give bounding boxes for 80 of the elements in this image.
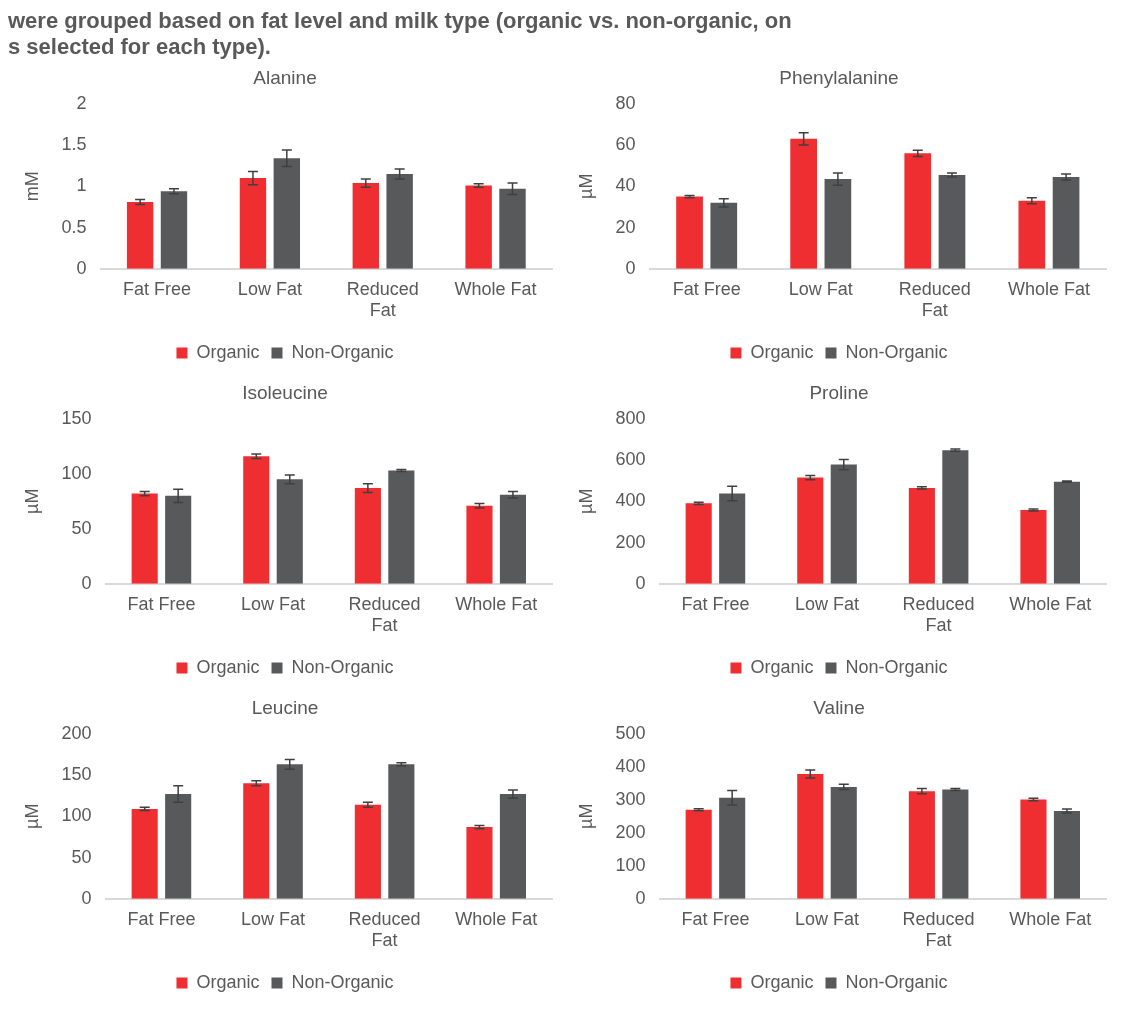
x-tick-label: Fat Free — [127, 908, 196, 929]
text: s selected for each type). — [8, 34, 272, 60]
y-tick-label: 2 — [76, 92, 87, 113]
y-tick-label: 100 — [61, 805, 92, 826]
x-tick-label: Fat Free — [681, 908, 750, 929]
legend-label: Organic — [750, 971, 814, 992]
y-tick-label: 50 — [71, 517, 92, 538]
y-axis-title: µM — [575, 488, 596, 514]
x-tick-label: Whole Fat — [1009, 593, 1092, 614]
y-tick-label: 100 — [615, 854, 646, 875]
y-tick-label: 0 — [76, 257, 87, 278]
chart-title: Valine — [813, 696, 865, 718]
y-tick-label: 600 — [615, 449, 646, 470]
legend-label: Non-Organic — [291, 341, 394, 362]
y-tick-label: 200 — [615, 821, 646, 842]
legend-label: Non-Organic — [291, 656, 394, 677]
y-tick-label: 0 — [81, 572, 92, 593]
x-tick-label: Low Fat — [241, 908, 306, 929]
legend-label: Non-Organic — [845, 656, 948, 677]
chart-title: Isoleucine — [242, 381, 328, 403]
y-tick-label: 40 — [615, 175, 636, 196]
y-axis-title: µM — [21, 488, 42, 514]
y-axis-title: mM — [21, 171, 42, 202]
y-tick-label: 50 — [71, 846, 92, 867]
y-tick-label: 0 — [81, 887, 92, 908]
y-tick-label: 60 — [615, 134, 636, 155]
x-tick-label: Low Fat — [795, 593, 860, 614]
x-tick-label: Fat Free — [681, 593, 750, 614]
x-tick-label: Reduced Fat — [346, 278, 419, 321]
legend-label: Non-Organic — [845, 341, 948, 362]
x-tick-label: Reduced Fat — [902, 908, 975, 951]
x-tick-label: Low Fat — [788, 278, 853, 299]
y-tick-label: 500 — [615, 722, 646, 743]
x-tick-label: Low Fat — [795, 908, 860, 929]
legend-label: Organic — [196, 971, 260, 992]
legend-label: Organic — [196, 656, 260, 677]
chart-title: Leucine — [251, 696, 319, 718]
y-tick-label: 400 — [615, 490, 646, 511]
y-tick-label: 100 — [61, 462, 92, 483]
legend-label: Non-Organic — [291, 971, 394, 992]
chart-title: Alanine — [253, 66, 317, 88]
x-tick-label: Fat Free — [672, 278, 741, 299]
text: were grouped based on fat level and milk type (organic vs. non-organic, on — [8, 8, 793, 34]
x-tick-label: Whole Fat — [1009, 908, 1092, 929]
legend-label: Organic — [196, 341, 260, 362]
chart-title: Proline — [809, 381, 869, 403]
y-tick-label: 200 — [61, 722, 92, 743]
y-axis-title: µM — [21, 803, 42, 829]
x-tick-label: Fat Free — [123, 278, 192, 299]
legend-label: Organic — [750, 656, 814, 677]
x-tick-label: Reduced Fat — [898, 278, 971, 321]
x-tick-label: Reduced Fat — [348, 593, 421, 636]
x-tick-label: Whole Fat — [455, 593, 538, 614]
y-axis-title: µM — [575, 803, 596, 829]
x-tick-label: Fat Free — [127, 593, 196, 614]
x-tick-label: Reduced Fat — [348, 908, 421, 951]
y-tick-label: 150 — [61, 407, 92, 428]
y-tick-label: 300 — [615, 788, 646, 809]
y-tick-label: 400 — [615, 755, 646, 776]
legend-label: Organic — [750, 341, 814, 362]
y-tick-label: 1 — [76, 175, 87, 196]
y-tick-label: 800 — [615, 407, 646, 428]
chart-title: Phenylalanine — [779, 66, 899, 88]
y-tick-label: 20 — [615, 216, 636, 237]
y-tick-label: 0 — [635, 887, 646, 908]
legend-label: Non-Organic — [845, 971, 948, 992]
y-tick-label: 0 — [625, 257, 636, 278]
x-tick-label: Reduced Fat — [902, 593, 975, 636]
y-tick-label: 0 — [635, 572, 646, 593]
y-tick-label: 0.5 — [61, 216, 87, 237]
y-axis-title: µM — [575, 173, 596, 199]
y-tick-label: 80 — [615, 92, 636, 113]
x-tick-label: Whole Fat — [454, 278, 537, 299]
y-tick-label: 200 — [615, 531, 646, 552]
y-tick-label: 150 — [61, 764, 92, 785]
x-tick-label: Whole Fat — [455, 908, 538, 929]
x-tick-label: Whole Fat — [1007, 278, 1090, 299]
x-tick-label: Low Fat — [237, 278, 302, 299]
y-tick-label: 1.5 — [61, 134, 87, 155]
x-tick-label: Low Fat — [241, 593, 306, 614]
